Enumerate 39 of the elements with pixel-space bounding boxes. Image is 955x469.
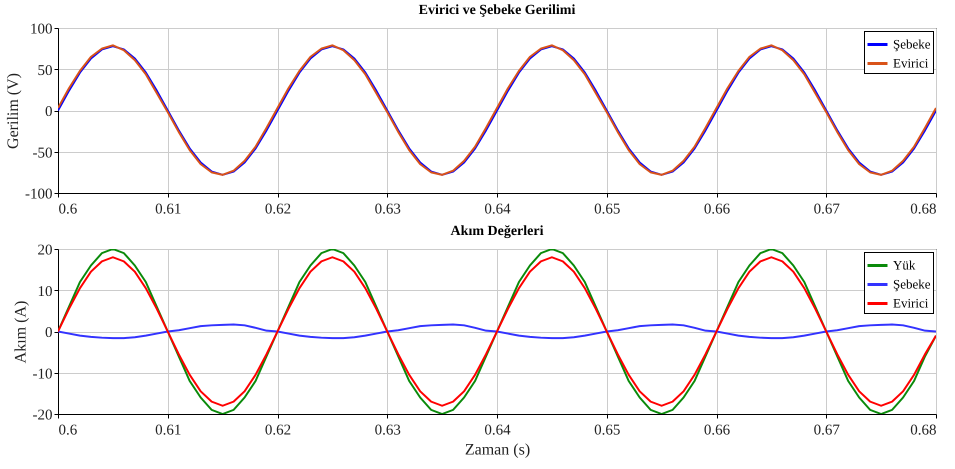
y-tick-label: 0 <box>45 325 52 341</box>
x-tick-label: 0.66 <box>704 422 731 438</box>
line-series <box>58 323 936 340</box>
x-tick-label: 0.6 <box>58 422 78 438</box>
legend-label: Şebeke <box>893 36 931 52</box>
x-tick-label: 0.6 <box>58 202 78 218</box>
y-tick-label: -100 <box>25 186 52 202</box>
y-axis-title: Akım (A) <box>12 300 30 364</box>
chart-title: Akım Değerleri <box>450 224 544 239</box>
legend-label: Yük <box>893 258 916 272</box>
chart-title: Evirici ve Şebeke Gerilimi <box>418 3 576 18</box>
x-tick-label: 0.65 <box>594 422 620 438</box>
x-tick-label: 0.67 <box>814 422 840 438</box>
x-tick-label: 0.68 <box>910 422 936 438</box>
x-tick-label: 0.65 <box>594 202 620 218</box>
y-tick-label: 50 <box>38 62 52 79</box>
x-tick-label: 0.61 <box>155 202 182 218</box>
y-tick-label: -10 <box>32 366 52 382</box>
y-tick-label: 10 <box>38 284 52 300</box>
x-tick-label: 0.61 <box>155 422 182 438</box>
y-axis-title: Gerilim (V) <box>5 73 22 149</box>
y-tick-label: -20 <box>32 408 52 424</box>
x-tick-label: 0.62 <box>264 422 292 438</box>
y-tick-label: 20 <box>38 242 52 258</box>
x-tick-label: 0.64 <box>484 202 512 218</box>
legend-label: Evirici <box>893 296 929 310</box>
x-axis-title: Zaman (s) <box>464 442 530 458</box>
x-tick-label: 0.68 <box>910 202 936 218</box>
x-tick-label: 0.63 <box>374 422 401 438</box>
legend-label: Şebeke <box>893 276 931 292</box>
y-tick-label: 0 <box>45 104 52 120</box>
x-tick-label: 0.64 <box>484 422 512 438</box>
legend-label: Evirici <box>893 56 929 70</box>
x-tick-label: 0.66 <box>704 202 731 218</box>
x-tick-label: 0.63 <box>374 202 401 218</box>
y-tick-label: 100 <box>30 22 52 38</box>
x-tick-label: 0.62 <box>264 202 292 218</box>
y-tick-label: -50 <box>32 145 52 162</box>
x-tick-label: 0.67 <box>814 202 840 218</box>
